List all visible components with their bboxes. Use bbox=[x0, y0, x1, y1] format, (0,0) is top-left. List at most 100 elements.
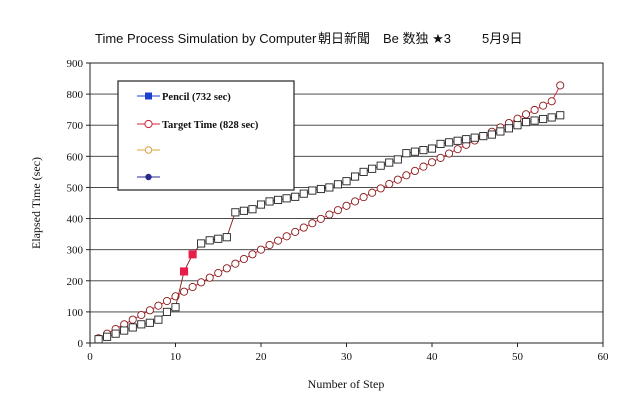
data-point-pencil bbox=[368, 164, 377, 173]
y-tick-label: 700 bbox=[67, 120, 84, 132]
data-point-pencil bbox=[496, 127, 505, 136]
data-point-pencil bbox=[427, 144, 437, 153]
data-point-target bbox=[402, 171, 411, 180]
chart-title: Time Process Simulation by Computer bbox=[95, 31, 317, 46]
data-point-target bbox=[393, 175, 402, 184]
data-point-target bbox=[445, 149, 454, 158]
data-point-pencil bbox=[530, 116, 539, 125]
data-point-pencil bbox=[120, 326, 129, 335]
data-point-pencil bbox=[376, 161, 385, 170]
data-point-pencil bbox=[504, 124, 514, 133]
data-point-pencil bbox=[470, 133, 479, 142]
data-point-pencil bbox=[419, 146, 428, 155]
legend-marker-pencil bbox=[145, 92, 152, 100]
data-point-pencil bbox=[556, 111, 565, 120]
data-point-pencil bbox=[265, 197, 274, 206]
data-point-pencil bbox=[299, 189, 308, 198]
y-tick-label: 0 bbox=[78, 338, 84, 350]
data-point-pencil bbox=[402, 149, 411, 158]
y-tick-label: 600 bbox=[67, 151, 84, 163]
data-point-target bbox=[128, 315, 137, 324]
x-tick-label: 40 bbox=[427, 351, 439, 363]
data-point-pencil bbox=[291, 192, 300, 201]
data-point-pencil bbox=[154, 315, 163, 324]
data-point-target bbox=[539, 101, 548, 110]
data-point-pencil bbox=[145, 318, 154, 327]
y-tick-label: 900 bbox=[67, 58, 84, 70]
data-point-target bbox=[436, 153, 445, 162]
y-tick-label: 800 bbox=[67, 89, 84, 101]
data-point-target bbox=[419, 162, 428, 171]
data-point-pencil bbox=[231, 208, 240, 217]
data-point-target bbox=[308, 219, 317, 228]
data-point-pencil bbox=[359, 167, 368, 176]
data-point-pencil bbox=[162, 307, 172, 316]
data-point-pencil bbox=[393, 155, 402, 164]
data-point-target bbox=[547, 97, 556, 106]
x-tick-label: 30 bbox=[341, 351, 353, 363]
data-point-pencil bbox=[197, 239, 206, 248]
data-point-pencil bbox=[436, 139, 445, 148]
data-point-pencil bbox=[539, 114, 548, 124]
data-point-target bbox=[248, 250, 257, 259]
data-point-target bbox=[214, 268, 223, 278]
data-point-target bbox=[282, 232, 291, 241]
chart-subtitle: 朝日新聞 Be 数独 ★3 bbox=[318, 31, 451, 46]
data-point-target bbox=[231, 259, 240, 268]
data-point-target bbox=[145, 306, 154, 315]
data-point-pencil bbox=[308, 186, 317, 195]
x-tick-label: 10 bbox=[170, 351, 182, 363]
data-point-target bbox=[179, 287, 189, 296]
data-point-pencil bbox=[222, 233, 231, 242]
y-tick-label: 300 bbox=[67, 245, 84, 257]
data-point-target bbox=[299, 223, 308, 232]
y-axis-label: Elapsed Time (sec) bbox=[29, 157, 43, 249]
data-point-target bbox=[256, 245, 266, 254]
data-point-pencil bbox=[487, 130, 496, 139]
data-point-pencil bbox=[248, 205, 257, 214]
data-point-pencil bbox=[547, 113, 556, 122]
data-point-pencil bbox=[333, 180, 343, 189]
chart-date-label: 5月9日 bbox=[482, 31, 522, 46]
legend-label-target: Target Time (828 sec) bbox=[162, 120, 259, 131]
data-point-pencil bbox=[342, 177, 351, 186]
x-tick-label: 20 bbox=[256, 351, 268, 363]
legend-item-4 bbox=[137, 173, 160, 181]
legend-marker-3 bbox=[144, 146, 153, 154]
data-point-pencil bbox=[282, 194, 291, 203]
data-point-pencil bbox=[111, 329, 120, 338]
data-point-pencil bbox=[205, 236, 214, 245]
data-point-target bbox=[265, 240, 274, 250]
data-point-target bbox=[453, 145, 462, 154]
data-point-target bbox=[274, 236, 283, 245]
data-point-pencil bbox=[171, 303, 180, 312]
data-point-target bbox=[350, 197, 360, 206]
x-axis-label: Number of Step bbox=[308, 377, 385, 391]
data-point-target bbox=[522, 110, 531, 119]
x-tick-label: 0 bbox=[87, 351, 93, 363]
data-point-target bbox=[368, 188, 377, 197]
data-point-target bbox=[359, 193, 368, 202]
data-point-target bbox=[222, 264, 231, 273]
series-group bbox=[94, 81, 565, 344]
data-point-pencil bbox=[462, 135, 471, 144]
data-point-pencil bbox=[351, 172, 360, 181]
y-tick-label: 100 bbox=[67, 307, 84, 319]
data-point-target bbox=[205, 273, 214, 282]
data-point-target bbox=[316, 214, 325, 223]
data-point-pencil bbox=[453, 136, 462, 145]
data-point-pencil bbox=[179, 267, 189, 276]
y-tick-label: 500 bbox=[67, 182, 84, 194]
y-tick-label: 200 bbox=[67, 276, 84, 288]
legend-item-pencil: Pencil (732 sec) bbox=[137, 92, 231, 103]
data-point-target bbox=[410, 166, 419, 176]
legend: Pencil (732 sec) Target Time (828 sec) bbox=[117, 80, 295, 191]
data-point-target bbox=[385, 179, 394, 189]
data-point-target bbox=[162, 296, 171, 306]
data-point-pencil bbox=[513, 121, 522, 130]
data-point-target bbox=[556, 81, 565, 90]
data-point-target bbox=[333, 206, 343, 215]
data-point-pencil bbox=[325, 183, 334, 192]
data-point-target bbox=[291, 227, 300, 236]
